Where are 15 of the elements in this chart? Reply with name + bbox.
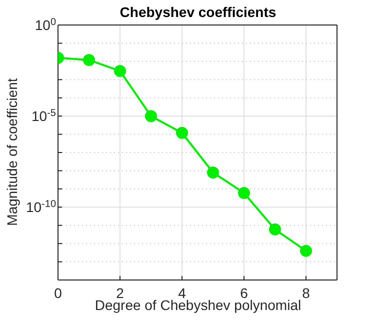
point <box>269 223 281 236</box>
point <box>145 110 157 122</box>
point <box>83 54 95 66</box>
x-tick-label: 0 <box>54 284 62 301</box>
x-tick-label: 8 <box>302 284 310 301</box>
y-tick-label: 10$^{0}$ <box>34 16 56 33</box>
point <box>300 244 312 257</box>
point <box>207 166 219 178</box>
chart-title: Chebyshev coefficients <box>118 4 278 20</box>
point <box>176 126 188 139</box>
point <box>238 186 250 199</box>
y-tick-label: 10$^{-10}$ <box>26 198 56 216</box>
point <box>114 64 126 77</box>
y-tick-label: 10$^{-5}$ <box>32 108 56 124</box>
y-axis-title: Magnitude of coefficient <box>4 78 20 226</box>
